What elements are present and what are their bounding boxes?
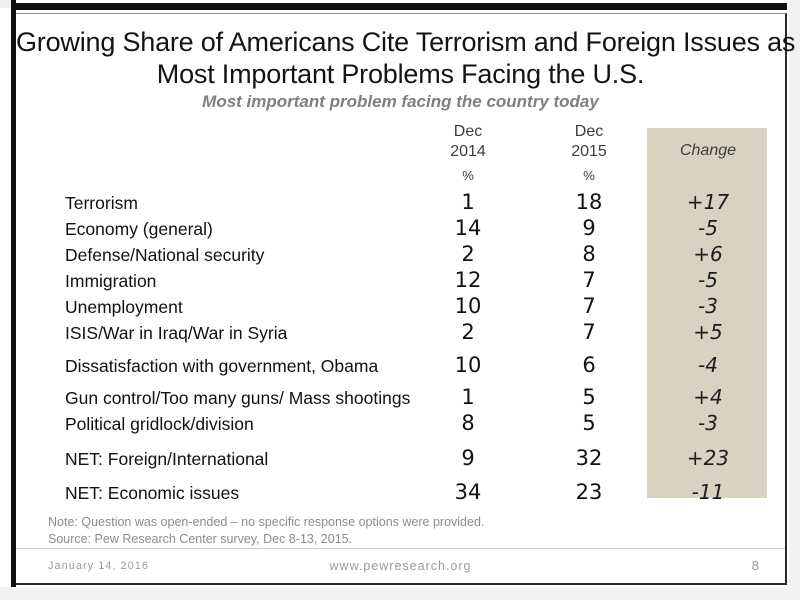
row-label: ISIS/War in Iraq/War in Syria xyxy=(65,323,288,343)
row-label: Terrorism xyxy=(65,193,138,213)
dec-2015-value: 5 xyxy=(582,411,596,435)
table-subtitle: Most important problem facing the countr… xyxy=(202,92,599,111)
table-row: Defense/National security 2 8 +6 xyxy=(16,241,767,267)
change-value: -11 xyxy=(691,480,725,504)
table-header-row: Dec 2014 Dec 2015 Change xyxy=(16,122,767,162)
slide-title-line2: Most Important Problems Facing the U.S. xyxy=(156,59,645,89)
change-value: -4 xyxy=(698,353,718,377)
table-row: NET: Foreign/International 9 32 +23 xyxy=(16,445,767,471)
table-row: Economy (general) 14 9 -5 xyxy=(16,215,767,241)
right-margin-strip xyxy=(789,0,800,600)
dec-2014-value: 14 xyxy=(454,216,482,240)
dec-2015-value: 6 xyxy=(582,353,596,377)
dec-2015-value: 9 xyxy=(582,216,596,240)
change-value: +17 xyxy=(686,190,730,214)
dec-2015-value: 7 xyxy=(582,268,596,292)
change-value: -5 xyxy=(698,268,718,292)
row-label: NET: Foreign/International xyxy=(65,449,269,469)
table-row: Political gridlock/division 8 5 -3 xyxy=(16,410,767,436)
row-label: Immigration xyxy=(65,271,157,291)
dec-2014-value: 10 xyxy=(454,353,482,377)
row-label: NET: Economic issues xyxy=(65,483,240,503)
dec-2014-value: 8 xyxy=(461,411,475,435)
change-column-highlight xyxy=(647,128,767,498)
row-label: Political gridlock/division xyxy=(65,414,254,434)
data-table: Dec 2014 Dec 2015 Change % % Terrorism 1… xyxy=(16,122,767,505)
dec-2014-value: 2 xyxy=(461,242,475,266)
column-header-change: Change xyxy=(679,142,737,159)
top-accent-bar xyxy=(16,3,787,10)
table-row: Terrorism 1 18 +17 xyxy=(16,189,767,215)
change-value: -3 xyxy=(698,411,718,435)
dec-2015-value: 7 xyxy=(582,294,596,318)
dec-2014-value: 1 xyxy=(461,190,475,214)
slide-title: Growing Share of Americans Cite Terroris… xyxy=(16,26,796,90)
table-row: NET: Economic issues 34 23 -11 xyxy=(16,479,767,505)
table-row: Dissatisfaction with government, Obama 1… xyxy=(16,352,767,378)
dec-2015-value: 5 xyxy=(582,385,596,409)
change-value: +4 xyxy=(693,385,723,409)
column-header-dec-2014: Dec 2014 xyxy=(450,123,486,160)
dec-2014-value: 10 xyxy=(454,294,482,318)
slide-title-line1: Growing Share of Americans Cite Terroris… xyxy=(16,27,796,57)
change-value: -3 xyxy=(698,294,718,318)
footer-divider xyxy=(16,548,785,549)
dec-2015-value: 18 xyxy=(575,190,603,214)
change-value: +23 xyxy=(686,446,730,470)
dec-2015-value: 23 xyxy=(575,480,603,504)
dec-2014-value: 9 xyxy=(461,446,475,470)
dec-2014-value: 34 xyxy=(454,480,482,504)
table-body: Terrorism 1 18 +17 Economy (general) 14 … xyxy=(16,189,767,505)
dec-2015-value: 7 xyxy=(582,320,596,344)
row-label: Unemployment xyxy=(65,297,183,317)
percent-sign-2014: % xyxy=(462,168,474,183)
dec-2014-value: 12 xyxy=(454,268,482,292)
column-header-dec-2015: Dec 2015 xyxy=(571,123,607,160)
table-row: Gun control/Too many guns/ Mass shooting… xyxy=(16,384,767,410)
footer-site-url: www.pewresearch.org xyxy=(329,559,472,573)
window-corner-square xyxy=(0,0,11,8)
percent-row: % % xyxy=(16,168,767,184)
change-value: +6 xyxy=(693,242,723,266)
left-accent-bar xyxy=(11,0,16,587)
note-text: Note: Question was open-ended – no speci… xyxy=(48,515,485,529)
table-row: Unemployment 10 7 -3 xyxy=(16,293,767,319)
dec-2015-value: 8 xyxy=(582,242,596,266)
footer-page-number: 8 xyxy=(751,558,759,573)
footer-date: January 14, 2016 xyxy=(48,560,150,572)
row-label: Economy (general) xyxy=(65,219,213,239)
row-label: Gun control/Too many guns/ Mass shooting… xyxy=(65,388,411,408)
dec-2014-value: 1 xyxy=(461,385,475,409)
row-label: Defense/National security xyxy=(65,245,265,265)
dec-2015-value: 32 xyxy=(575,446,603,470)
table-row: ISIS/War in Iraq/War in Syria 2 7 +5 xyxy=(16,319,767,345)
slide-canvas: Growing Share of Americans Cite Terroris… xyxy=(16,13,796,585)
row-label: Dissatisfaction with government, Obama xyxy=(65,356,379,376)
change-value: -5 xyxy=(698,216,718,240)
percent-sign-2015: % xyxy=(583,168,595,183)
change-value: +5 xyxy=(693,320,723,344)
dec-2014-value: 2 xyxy=(461,320,475,344)
source-text: Source: Pew Research Center survey, Dec … xyxy=(48,532,353,546)
bottom-margin-strip xyxy=(0,587,800,600)
table-row: Immigration 12 7 -5 xyxy=(16,267,767,293)
